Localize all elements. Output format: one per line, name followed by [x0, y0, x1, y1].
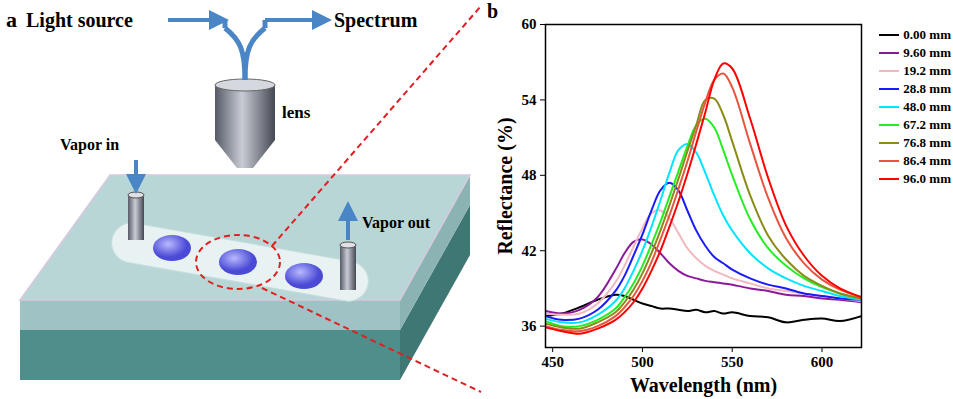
svg-text:54: 54	[522, 92, 538, 108]
html-text:76.8 mm: 76.8 mm	[903, 135, 951, 150]
svg-text:Vapor out: Vapor out	[362, 214, 431, 232]
html-text:28.8 mm: 28.8 mm	[903, 81, 951, 96]
svg-text:Reflectance (%): Reflectance (%)	[494, 117, 517, 254]
svg-text:42: 42	[522, 243, 537, 259]
svg-text:a: a	[6, 7, 17, 32]
svg-text:Vapor in: Vapor in	[60, 136, 119, 154]
svg-text:Wavelength (nm): Wavelength (nm)	[630, 374, 777, 397]
html-text:b: b	[487, 0, 499, 22]
svg-text:48: 48	[522, 167, 537, 183]
html-text:19.2 mm: 19.2 mm	[903, 63, 951, 78]
svg-text:60: 60	[522, 16, 537, 32]
html-text:0.00 mm: 0.00 mm	[903, 27, 951, 42]
svg-text:Light source: Light source	[26, 9, 133, 32]
html-text:48.0 mm: 48.0 mm	[903, 99, 951, 114]
svg-text:lens: lens	[282, 103, 311, 122]
html-text:9.60 mm: 9.60 mm	[903, 45, 951, 60]
html-text:86.4 mm: 86.4 mm	[903, 153, 951, 168]
svg-text:550: 550	[721, 354, 744, 370]
svg-text:600: 600	[811, 354, 834, 370]
svg-text:450: 450	[541, 354, 564, 370]
svg-text:Spectrum: Spectrum	[334, 9, 418, 32]
svg-text:500: 500	[631, 354, 654, 370]
html-text:67.2 mm: 67.2 mm	[903, 117, 951, 132]
html-text:96.0 mm: 96.0 mm	[903, 171, 951, 186]
svg-text:36: 36	[522, 318, 538, 334]
